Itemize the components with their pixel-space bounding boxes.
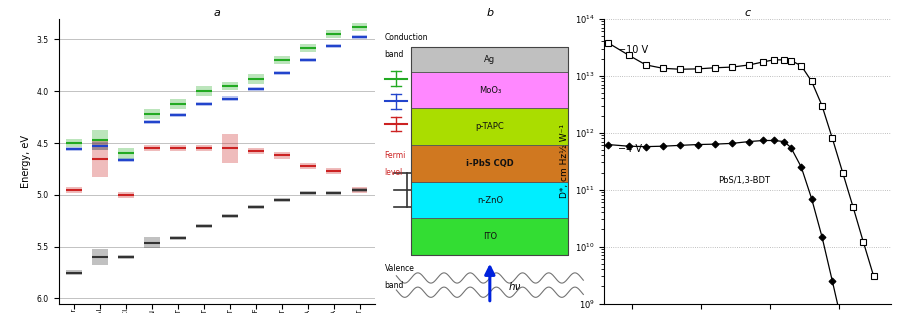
Text: MoO₃: MoO₃	[479, 85, 501, 95]
FancyBboxPatch shape	[411, 145, 569, 182]
FancyBboxPatch shape	[411, 108, 569, 145]
Text: i-PbS CQD: i-PbS CQD	[466, 159, 514, 168]
Text: −4 V: −4 V	[618, 145, 643, 155]
FancyBboxPatch shape	[411, 182, 569, 218]
Text: accuracy: accuracy	[413, 137, 448, 146]
Y-axis label: D*, cm Hz½ W⁻¹: D*, cm Hz½ W⁻¹	[560, 124, 569, 198]
Text: band: band	[384, 50, 404, 59]
Text: Standard: Standard	[454, 175, 490, 184]
Text: level: level	[384, 168, 403, 177]
Text: Conduction: Conduction	[384, 33, 428, 42]
Text: band: band	[384, 281, 404, 290]
Text: ITO: ITO	[482, 232, 497, 241]
FancyBboxPatch shape	[411, 47, 569, 72]
Text: Fermi: Fermi	[384, 151, 406, 160]
Text: Transport: Transport	[413, 74, 449, 83]
Title: c: c	[744, 8, 751, 18]
Text: p-TAPC: p-TAPC	[475, 122, 504, 131]
Text: PbS/1,3-BDT: PbS/1,3-BDT	[718, 176, 770, 185]
Text: n-ZnO: n-ZnO	[477, 196, 503, 205]
Title: a: a	[213, 8, 220, 18]
FancyBboxPatch shape	[411, 218, 569, 255]
Text: deviation: deviation	[454, 201, 490, 210]
Text: −10 V: −10 V	[618, 45, 648, 55]
FancyBboxPatch shape	[411, 72, 569, 108]
Text: Ag: Ag	[484, 55, 495, 64]
Text: optical: optical	[413, 97, 439, 106]
Y-axis label: Energy, eV: Energy, eV	[21, 135, 32, 188]
Text: hν: hν	[508, 281, 521, 291]
Title: b: b	[486, 8, 493, 18]
Text: Instrument: Instrument	[413, 120, 455, 129]
Text: Valence: Valence	[384, 264, 415, 273]
